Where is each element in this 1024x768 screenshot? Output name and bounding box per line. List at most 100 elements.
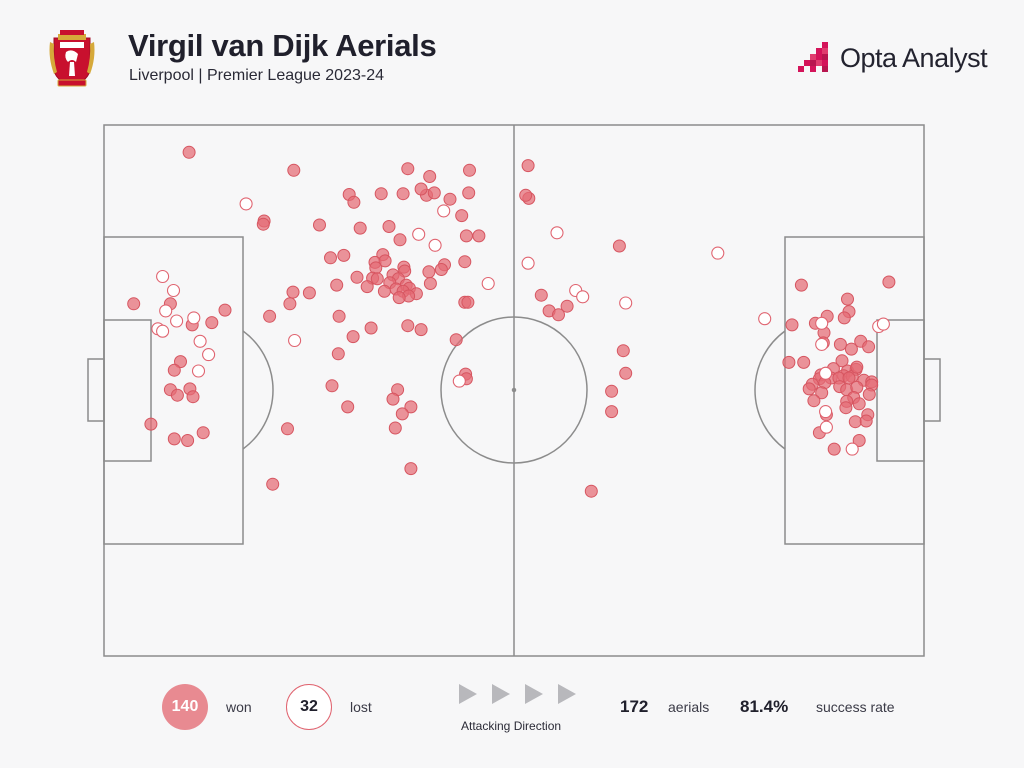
aerial-lost-point: [876, 317, 890, 331]
aerial-won-point: [127, 297, 141, 311]
aerial-won-point: [605, 405, 619, 419]
aerial-lost-point: [815, 316, 829, 330]
aerial-won-point: [612, 239, 626, 253]
aerial-won-point: [552, 308, 565, 322]
aerial-won-point: [802, 382, 816, 396]
aerial-won-point: [167, 432, 181, 446]
aerial-won-point: [386, 392, 400, 406]
aerial-won-point: [837, 311, 851, 325]
aerial-won-point: [423, 277, 437, 290]
aerial-won-point: [414, 323, 428, 337]
center-circle: [440, 316, 588, 464]
aerial-lost-point: [239, 197, 253, 211]
aerial-lost-point: [550, 226, 564, 240]
success-rate-value: 81.4%: [740, 697, 789, 716]
aerial-won-point: [167, 363, 181, 377]
aerial-lost-point: [819, 420, 833, 434]
aerial-won-point: [844, 342, 858, 356]
aerial-won-point: [463, 163, 476, 177]
aerial-won-point: [266, 477, 280, 491]
aerial-won-point: [378, 254, 392, 268]
direction-arrow-icon: [525, 684, 543, 704]
aerial-won-point: [455, 209, 469, 223]
aerial-lost-point: [159, 304, 173, 318]
aerial-won-point: [862, 340, 876, 354]
aerial-won-point: [287, 163, 301, 177]
aerial-lost-point: [481, 276, 495, 291]
aerial-won-point: [313, 218, 326, 232]
aerial-won-point: [443, 192, 457, 206]
aerial-lost-point: [191, 364, 206, 378]
aerial-won-point: [281, 422, 294, 436]
aerial-lost-point: [576, 290, 590, 304]
attacking-direction-label: Attacking Direction: [461, 719, 562, 733]
aerial-lost-point: [166, 283, 181, 298]
aerial-lost-point: [452, 374, 466, 388]
left-penalty-arc: [242, 330, 274, 450]
aerial-won-point: [472, 229, 486, 243]
right-six-yard-box: [876, 319, 925, 462]
chart-subtitle: Liverpool | Premier League 2023-24: [129, 67, 384, 84]
aerial-won-point: [401, 319, 415, 333]
aerial-lost-point: [819, 405, 833, 419]
aerial-won-point: [434, 263, 448, 276]
brand-name: Opta Analyst: [840, 42, 988, 73]
aerials-label: aerials: [668, 699, 710, 715]
aerial-won-point: [196, 426, 210, 440]
aerial-won-point: [331, 347, 345, 361]
aerial-won-point: [324, 251, 337, 265]
aerial-lost-point: [156, 269, 170, 284]
aerial-won-point: [370, 272, 384, 286]
chart-title: Virgil van Dijk Aerials: [128, 28, 437, 63]
lost-count-badge: 32: [286, 684, 332, 730]
aerial-won-point: [449, 333, 463, 347]
aerial-won-point: [519, 188, 533, 202]
aerial-lost-point: [187, 311, 201, 325]
aerial-won-point: [459, 229, 473, 243]
aerial-won-point: [414, 182, 428, 196]
aerial-won-point: [382, 220, 396, 233]
aerial-won-point: [616, 344, 630, 358]
center-spot: [511, 387, 517, 393]
aerial-won-point: [827, 442, 841, 456]
aerial-won-point: [286, 285, 300, 299]
aerial-won-point: [619, 366, 633, 380]
aerial-won-point: [325, 379, 339, 393]
aerial-won-point: [848, 415, 862, 429]
aerial-won-point: [302, 286, 316, 300]
aerial-won-point: [377, 284, 391, 298]
aerial-won-point: [785, 318, 799, 332]
aerial-won-point: [263, 309, 277, 323]
aerial-won-point: [458, 255, 472, 269]
aerial-won-point: [205, 316, 219, 330]
aerial-won-point: [332, 309, 346, 323]
aerial-won-point: [422, 265, 436, 279]
success-rate-label: success rate: [816, 699, 895, 715]
lost-label: lost: [350, 699, 372, 715]
aerial-won-point: [144, 417, 158, 431]
aerial-lost-point: [758, 312, 772, 326]
aerial-won-point: [393, 233, 407, 247]
aerial-won-point: [882, 275, 896, 289]
aerial-lost-point: [619, 296, 633, 310]
aerial-points: [127, 145, 896, 498]
aerial-won-point: [283, 297, 297, 311]
aerial-lost-point: [193, 334, 207, 348]
aerial-won-point: [605, 384, 619, 398]
aerial-won-point: [584, 484, 598, 498]
aerial-won-point: [401, 162, 415, 176]
right-goal: [923, 358, 941, 422]
aerial-lost-point: [428, 238, 442, 252]
aerial-won-point: [852, 434, 866, 447]
aerial-won-point: [404, 400, 418, 414]
aerial-won-point: [392, 291, 406, 305]
aerial-won-point: [560, 299, 574, 313]
left-six-yard-box: [103, 319, 152, 462]
aerial-won-point: [859, 414, 873, 428]
direction-arrow-icon: [492, 684, 510, 704]
aerial-won-point: [330, 278, 344, 292]
aerial-won-point: [794, 278, 808, 292]
aerial-won-point: [353, 221, 367, 235]
won-label: won: [226, 699, 252, 715]
